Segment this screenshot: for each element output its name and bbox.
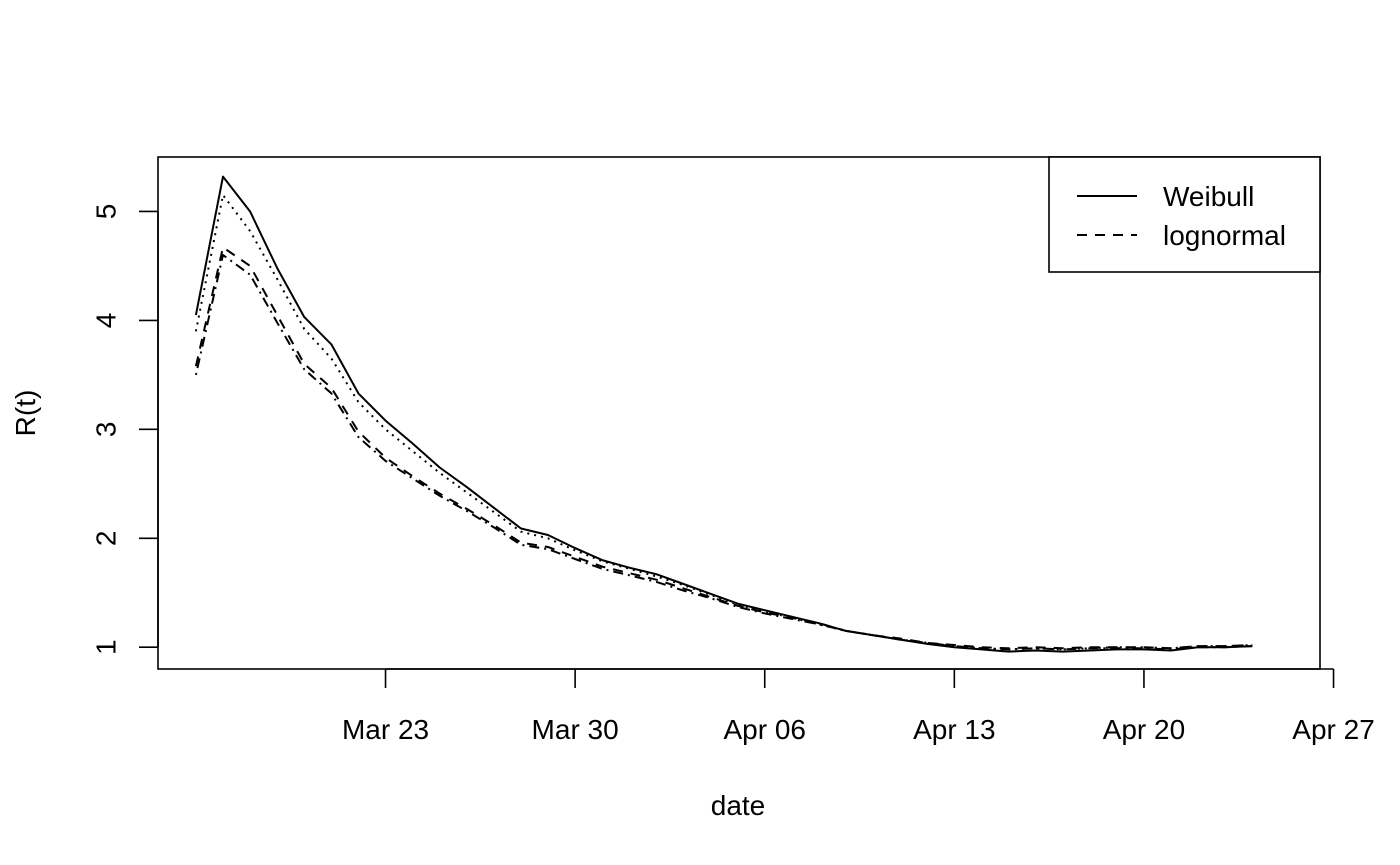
legend: Weibull lognormal xyxy=(1048,156,1321,273)
legend-box xyxy=(1048,156,1321,273)
x-tick-label-4: Apr 20 xyxy=(1103,714,1186,745)
legend-label-weibull: Weibull xyxy=(1163,181,1254,212)
series-line-1 xyxy=(194,194,1253,651)
x-tick-label-5: Apr 27 xyxy=(1292,714,1375,745)
x-tick-label-2: Apr 06 xyxy=(723,714,806,745)
x-axis: Mar 23 Mar 30 Apr 06 Apr 13 Apr 20 Apr 27 xyxy=(342,668,1375,745)
y-tick-label-1: 2 xyxy=(91,530,122,546)
x-axis-label: date xyxy=(711,790,766,821)
x-tick-label-1: Mar 30 xyxy=(532,714,619,745)
y-axis-label: R(t) xyxy=(10,390,41,437)
series-line-0 xyxy=(194,175,1253,653)
y-tick-label-2: 3 xyxy=(91,422,122,438)
y-tick-label-0: 1 xyxy=(91,639,122,655)
legend-label-lognormal: lognormal xyxy=(1163,220,1286,251)
series-layer xyxy=(194,175,1253,653)
y-axis: 1 2 3 4 5 xyxy=(91,204,159,655)
y-tick-label-4: 5 xyxy=(91,204,122,220)
series-line-2 xyxy=(194,246,1253,650)
y-tick-label-3: 4 xyxy=(91,313,122,329)
x-tick-label-3: Apr 13 xyxy=(913,714,996,745)
x-tick-label-0: Mar 23 xyxy=(342,714,429,745)
series-line-3 xyxy=(194,254,1253,651)
